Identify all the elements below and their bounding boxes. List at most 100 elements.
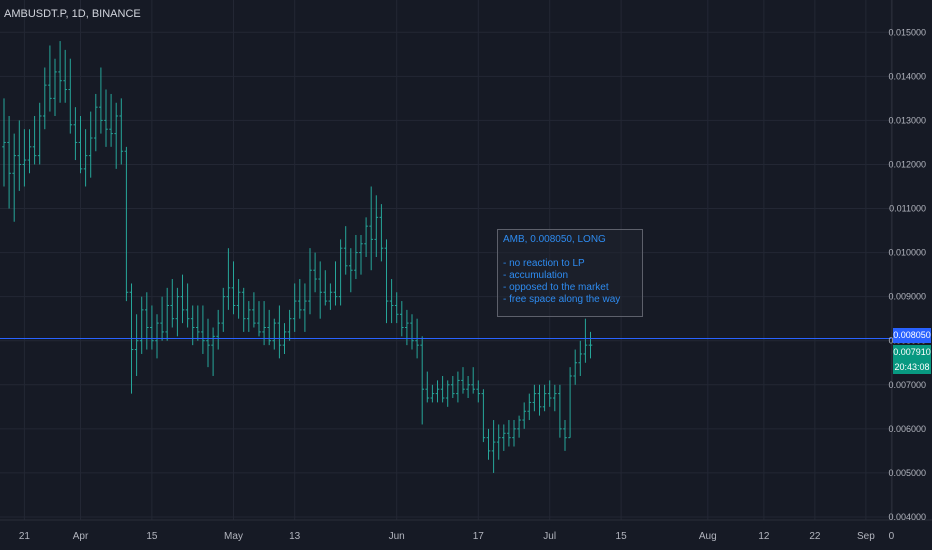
ohlc-bar [303, 283, 307, 332]
time-tick-label: 17 [473, 531, 485, 542]
ohlc-bar [216, 309, 220, 350]
ohlc-bar [53, 58, 57, 116]
ohlc-bar [196, 305, 200, 341]
ohlc-bar [308, 248, 312, 315]
chart-grid [0, 0, 892, 520]
price-axis[interactable]: 0.0040000.0050000.0060000.0070000.008000… [888, 27, 926, 522]
ohlc-bar [17, 120, 22, 191]
ohlc-bar [451, 375, 455, 399]
ohlc-bar [170, 279, 175, 328]
ohlc-bar [522, 402, 526, 429]
price-tick-label: 0.007000 [888, 380, 926, 390]
ohlc-bar [114, 102, 118, 169]
ohlc-bar [400, 301, 404, 337]
note-spacer [503, 246, 637, 258]
price-tick-label: 0.009000 [888, 292, 926, 302]
ohlc-bar [445, 380, 450, 407]
ohlc-bar [252, 292, 256, 328]
time-tick-label: 15 [616, 531, 628, 542]
ohlc-bar [7, 115, 11, 209]
bar-countdown-tag: 20:43:08 [893, 360, 931, 374]
ohlc-bar [257, 301, 261, 337]
time-tick-label: Jun [389, 531, 405, 542]
ohlc-bar [410, 314, 414, 350]
ohlc-bar [180, 274, 185, 324]
ohlc-bar [486, 428, 491, 460]
ohlc-bar [43, 67, 47, 130]
ohlc-bar [104, 89, 108, 147]
ohlc-bar [578, 340, 583, 376]
price-tick-label: 0.010000 [888, 248, 926, 258]
note-line: - opposed to the market [503, 282, 609, 293]
ohlc-bar [109, 93, 113, 147]
ohlc-bar [553, 384, 557, 412]
ohlc-bar [231, 261, 236, 315]
ohlc-bar [221, 287, 226, 332]
ohlc-bar [150, 305, 154, 350]
ohlc-bar [430, 384, 435, 403]
ohlc-bar [369, 186, 373, 271]
note-title: AMB, 0.008050, LONG [503, 234, 606, 245]
time-axis[interactable]: 21 Apr 15 May 13 Jun 17 Jul 15 Aug 12 22 Sep 0 [19, 531, 895, 542]
ohlc-bar [435, 380, 440, 403]
ohlc-bar [313, 252, 317, 293]
price-tick-label: 0.006000 [888, 424, 926, 434]
ohlc-bar [405, 309, 409, 346]
ohlc-bar [496, 424, 501, 460]
time-tick-label: 12 [758, 531, 770, 542]
ohlc-bar [583, 318, 588, 363]
ohlc-bar [461, 367, 465, 394]
ohlc-bar [175, 287, 180, 337]
ohlc-bar [568, 367, 572, 439]
price-tick-label: 0.005000 [888, 468, 926, 478]
ohlc-bar [420, 336, 424, 425]
ohlc-bar [27, 129, 32, 174]
ohlc-bar [481, 389, 486, 443]
ohlc-bar [48, 45, 52, 112]
ohlc-bar [512, 420, 516, 447]
symbol-title: AMBUSDT.P, 1D, BINANCE [4, 8, 141, 20]
ohlc-bar [507, 420, 511, 447]
price-tick-label: 0.014000 [888, 71, 926, 81]
ohlc-bar [277, 305, 282, 359]
ohlc-bar [333, 261, 338, 306]
ohlc-bar [527, 393, 532, 421]
ohlc-bar [155, 314, 159, 359]
ohlc-bar [12, 133, 16, 222]
ohlc-bar [343, 226, 348, 275]
last-price-tag: 0.007910 [893, 345, 931, 360]
ohlc-bar [287, 309, 292, 341]
ohlc-bar [517, 415, 521, 438]
ohlc-bar [22, 129, 27, 187]
ohlc-bar [547, 380, 552, 407]
ohlc-bar [354, 234, 358, 280]
ohlc-bar [236, 279, 241, 319]
ohlc-bar [359, 234, 363, 275]
ohlc-bar [328, 283, 333, 310]
ohlc-bar [456, 371, 460, 403]
ohlc-bar [389, 279, 394, 324]
ohlc-bar [63, 49, 67, 103]
ohlc-bar [32, 115, 37, 165]
ohlc-bar [78, 115, 83, 174]
ohlc-bar [145, 292, 149, 350]
ohlc-bar [272, 318, 277, 350]
ohlc-bar [37, 102, 42, 165]
time-tick-label: 0 [889, 531, 895, 542]
ohlc-bar [190, 305, 195, 346]
time-tick-label: May [224, 531, 243, 542]
time-tick-label: Aug [699, 531, 717, 542]
trade-idea-note[interactable]: AMB, 0.008050, LONG - no reaction to LP … [497, 229, 643, 317]
price-tick-label: 0.013000 [888, 115, 926, 125]
ohlc-bar [379, 204, 384, 262]
price-tick-label: 0.004000 [888, 512, 926, 522]
ohlc-bar [491, 420, 496, 473]
time-tick-label: Jul [543, 531, 556, 542]
ohlc-bar [73, 107, 78, 161]
ohlc-bar [206, 318, 210, 368]
time-tick-label: Apr [73, 531, 89, 542]
price-tick-label: 0.015000 [888, 27, 926, 37]
ohlc-bar [542, 384, 547, 412]
ohlc-bar [58, 41, 62, 103]
